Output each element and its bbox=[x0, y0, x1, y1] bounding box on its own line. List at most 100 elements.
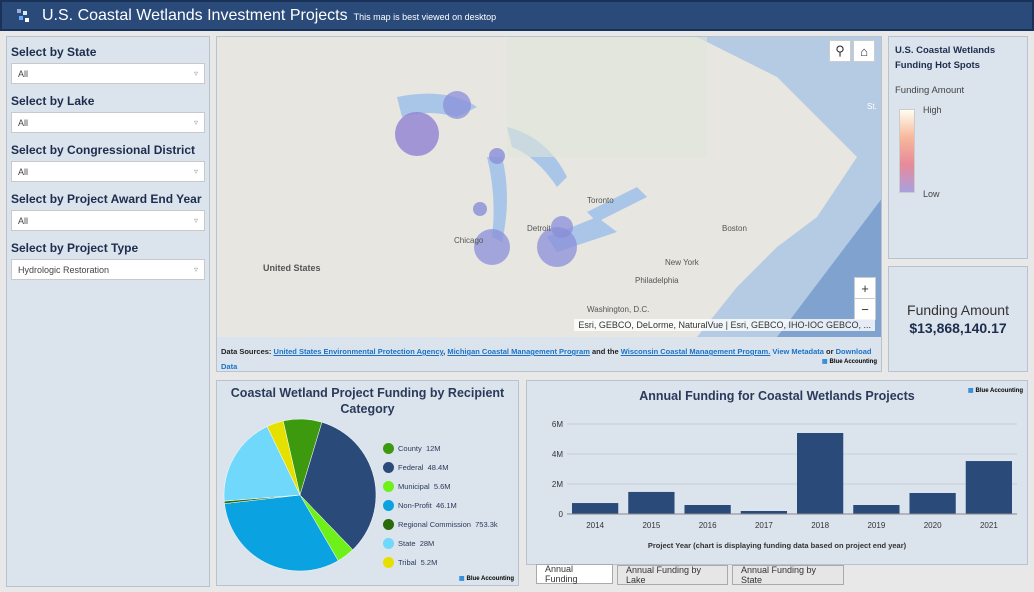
pie-slice-state[interactable] bbox=[223, 426, 301, 502]
legend-item[interactable]: Non-Profit 46.1M bbox=[383, 496, 498, 515]
blue-accounting-logo: ▦ Blue Accounting bbox=[821, 359, 877, 365]
bar-2017[interactable] bbox=[740, 511, 787, 514]
zoom-in-button[interactable]: + bbox=[854, 277, 876, 299]
y-tick-label: 2M bbox=[552, 480, 563, 489]
home-icon: ⌂ bbox=[860, 43, 868, 59]
filter-label: Select by Lake bbox=[11, 94, 95, 108]
plus-icon: + bbox=[861, 280, 869, 296]
epa-link[interactable]: United States Environmental Protection A… bbox=[273, 347, 444, 356]
data-sources: Data Sources: United States Environmenta… bbox=[217, 337, 881, 371]
legend-swatch bbox=[383, 500, 394, 511]
filter-select[interactable]: All ▿ bbox=[11, 112, 205, 133]
y-tick-label: 0 bbox=[559, 510, 564, 519]
app-title: U.S. Coastal Wetlands Investment Project… bbox=[42, 6, 348, 24]
filter-select[interactable]: All ▿ bbox=[11, 210, 205, 231]
wisconsin-link[interactable]: Wisconsin Coastal Management Program. bbox=[620, 347, 771, 356]
bar-title: Annual Funding for Coastal Wetlands Proj… bbox=[639, 389, 915, 403]
legend-swatch bbox=[383, 538, 394, 549]
x-tick-label: 2019 bbox=[867, 521, 885, 530]
hotspot[interactable] bbox=[489, 148, 505, 164]
x-axis-label: Project Year (chart is displaying fundin… bbox=[647, 541, 907, 550]
svg-text:Washington, D.C.: Washington, D.C. bbox=[587, 305, 649, 314]
map-legend: U.S. Coastal Wetlands Funding Hot Spots … bbox=[888, 36, 1028, 259]
filter-label: Select by Project Type bbox=[11, 241, 139, 255]
map-canvas[interactable]: United States Toronto Detroit Chicago Bo… bbox=[217, 37, 882, 337]
blue-accounting-logo: ▦ Blue Accounting bbox=[967, 387, 1023, 395]
funding-amount-card: Funding Amount $13,868,140.17 bbox=[888, 266, 1028, 372]
svg-text:St.: St. bbox=[867, 102, 877, 111]
hotspot[interactable] bbox=[474, 229, 510, 265]
bar-2018[interactable] bbox=[797, 433, 844, 514]
hotspot[interactable] bbox=[395, 112, 439, 156]
zoom-out-button[interactable]: − bbox=[854, 298, 876, 320]
map-attribution: Esri, GEBCO, DeLorme, NaturalVue | Esri,… bbox=[574, 319, 875, 331]
legend-swatch bbox=[383, 519, 394, 530]
legend-swatch bbox=[383, 462, 394, 473]
bar-chart: 0 2M 4M 6M 2014 2015 2016 2017 2018 2019 2020 2021 bbox=[552, 420, 1017, 530]
legend-swatch bbox=[383, 557, 394, 568]
svg-text:United States: United States bbox=[263, 263, 321, 273]
legend-swatch bbox=[383, 443, 394, 454]
pie-chart-panel: Coastal Wetland Project Funding by Recip… bbox=[216, 380, 519, 586]
filter-select[interactable]: Hydrologic Restoration ▿ bbox=[11, 259, 205, 280]
x-tick-label: 2016 bbox=[699, 521, 717, 530]
minus-icon: − bbox=[861, 301, 869, 317]
hotspot[interactable] bbox=[537, 227, 577, 267]
legend-item[interactable]: Municipal 5.6M bbox=[383, 477, 498, 496]
color-ramp bbox=[899, 109, 915, 193]
svg-text:Detroit: Detroit bbox=[527, 224, 551, 233]
home-button[interactable]: ⌂ bbox=[853, 40, 875, 62]
legend-item[interactable]: Tribal 5.2M bbox=[383, 553, 498, 572]
search-icon: ⚲ bbox=[835, 43, 845, 58]
pie-slice-tribal[interactable] bbox=[266, 420, 301, 496]
svg-text:Philadelphia: Philadelphia bbox=[635, 276, 679, 285]
x-tick-label: 2018 bbox=[811, 521, 829, 530]
bar-2016[interactable] bbox=[684, 505, 731, 514]
filter-label: Select by Congressional District bbox=[11, 143, 196, 157]
metadata-link[interactable]: View Metadata bbox=[772, 347, 824, 356]
pie-slice-federal[interactable] bbox=[299, 421, 377, 551]
legend-item[interactable]: Federal 48.4M bbox=[383, 458, 498, 477]
header: U.S. Coastal Wetlands Investment Project… bbox=[0, 0, 1034, 31]
michigan-link[interactable]: Michigan Coastal Management Program bbox=[447, 347, 590, 356]
app-subtitle: This map is best viewed on desktop bbox=[353, 12, 497, 22]
filter-select[interactable]: All ▿ bbox=[11, 63, 205, 84]
pie-chart bbox=[223, 418, 377, 572]
blue-accounting-logo: ▦ Blue Accounting bbox=[458, 575, 514, 583]
svg-text:Chicago: Chicago bbox=[454, 236, 484, 245]
filter-label: Select by Project Award End Year bbox=[11, 192, 202, 206]
bar-2020[interactable] bbox=[909, 493, 956, 514]
map-panel: United States Toronto Detroit Chicago Bo… bbox=[216, 36, 882, 372]
bar-chart-panel: Annual Funding for Coastal Wetlands Proj… bbox=[526, 380, 1028, 565]
tab-annual-funding-by-state[interactable]: Annual Funding by State bbox=[732, 565, 844, 585]
tab-annual-funding-by-lake[interactable]: Annual Funding by Lake bbox=[617, 565, 728, 585]
legend-swatch bbox=[383, 481, 394, 492]
svg-text:Boston: Boston bbox=[722, 224, 747, 233]
search-button[interactable]: ⚲ bbox=[829, 40, 851, 62]
pie-title: Coastal Wetland Project Funding by Recip… bbox=[230, 386, 505, 416]
blue-accounting-logo-icon bbox=[17, 8, 29, 22]
svg-text:Toronto: Toronto bbox=[587, 196, 614, 205]
tab-annual-funding[interactable]: Annual Funding bbox=[536, 564, 613, 584]
legend-item[interactable]: County 12M bbox=[383, 439, 498, 458]
bar-2014[interactable] bbox=[572, 503, 619, 514]
y-tick-label: 4M bbox=[552, 450, 563, 459]
hotspot[interactable] bbox=[473, 202, 487, 216]
chevron-down-icon: ▿ bbox=[193, 69, 198, 78]
bar-2021[interactable] bbox=[965, 461, 1012, 514]
legend-item[interactable]: Regional Commission 753.3k bbox=[383, 515, 498, 534]
x-tick-label: 2021 bbox=[980, 521, 998, 530]
bar-2019[interactable] bbox=[853, 505, 900, 514]
svg-text:New York: New York bbox=[665, 258, 700, 267]
x-tick-label: 2014 bbox=[586, 521, 604, 530]
x-tick-label: 2015 bbox=[642, 521, 660, 530]
hotspot[interactable] bbox=[443, 91, 471, 119]
pie-slice-non-profit[interactable] bbox=[224, 494, 339, 572]
x-tick-label: 2017 bbox=[755, 521, 773, 530]
filter-select[interactable]: All ▿ bbox=[11, 161, 205, 182]
legend-item[interactable]: State 28M bbox=[383, 534, 498, 553]
y-tick-label: 6M bbox=[552, 420, 563, 429]
download-link[interactable]: Download Data bbox=[221, 347, 872, 371]
bar-2015[interactable] bbox=[628, 491, 675, 514]
x-tick-label: 2020 bbox=[924, 521, 942, 530]
